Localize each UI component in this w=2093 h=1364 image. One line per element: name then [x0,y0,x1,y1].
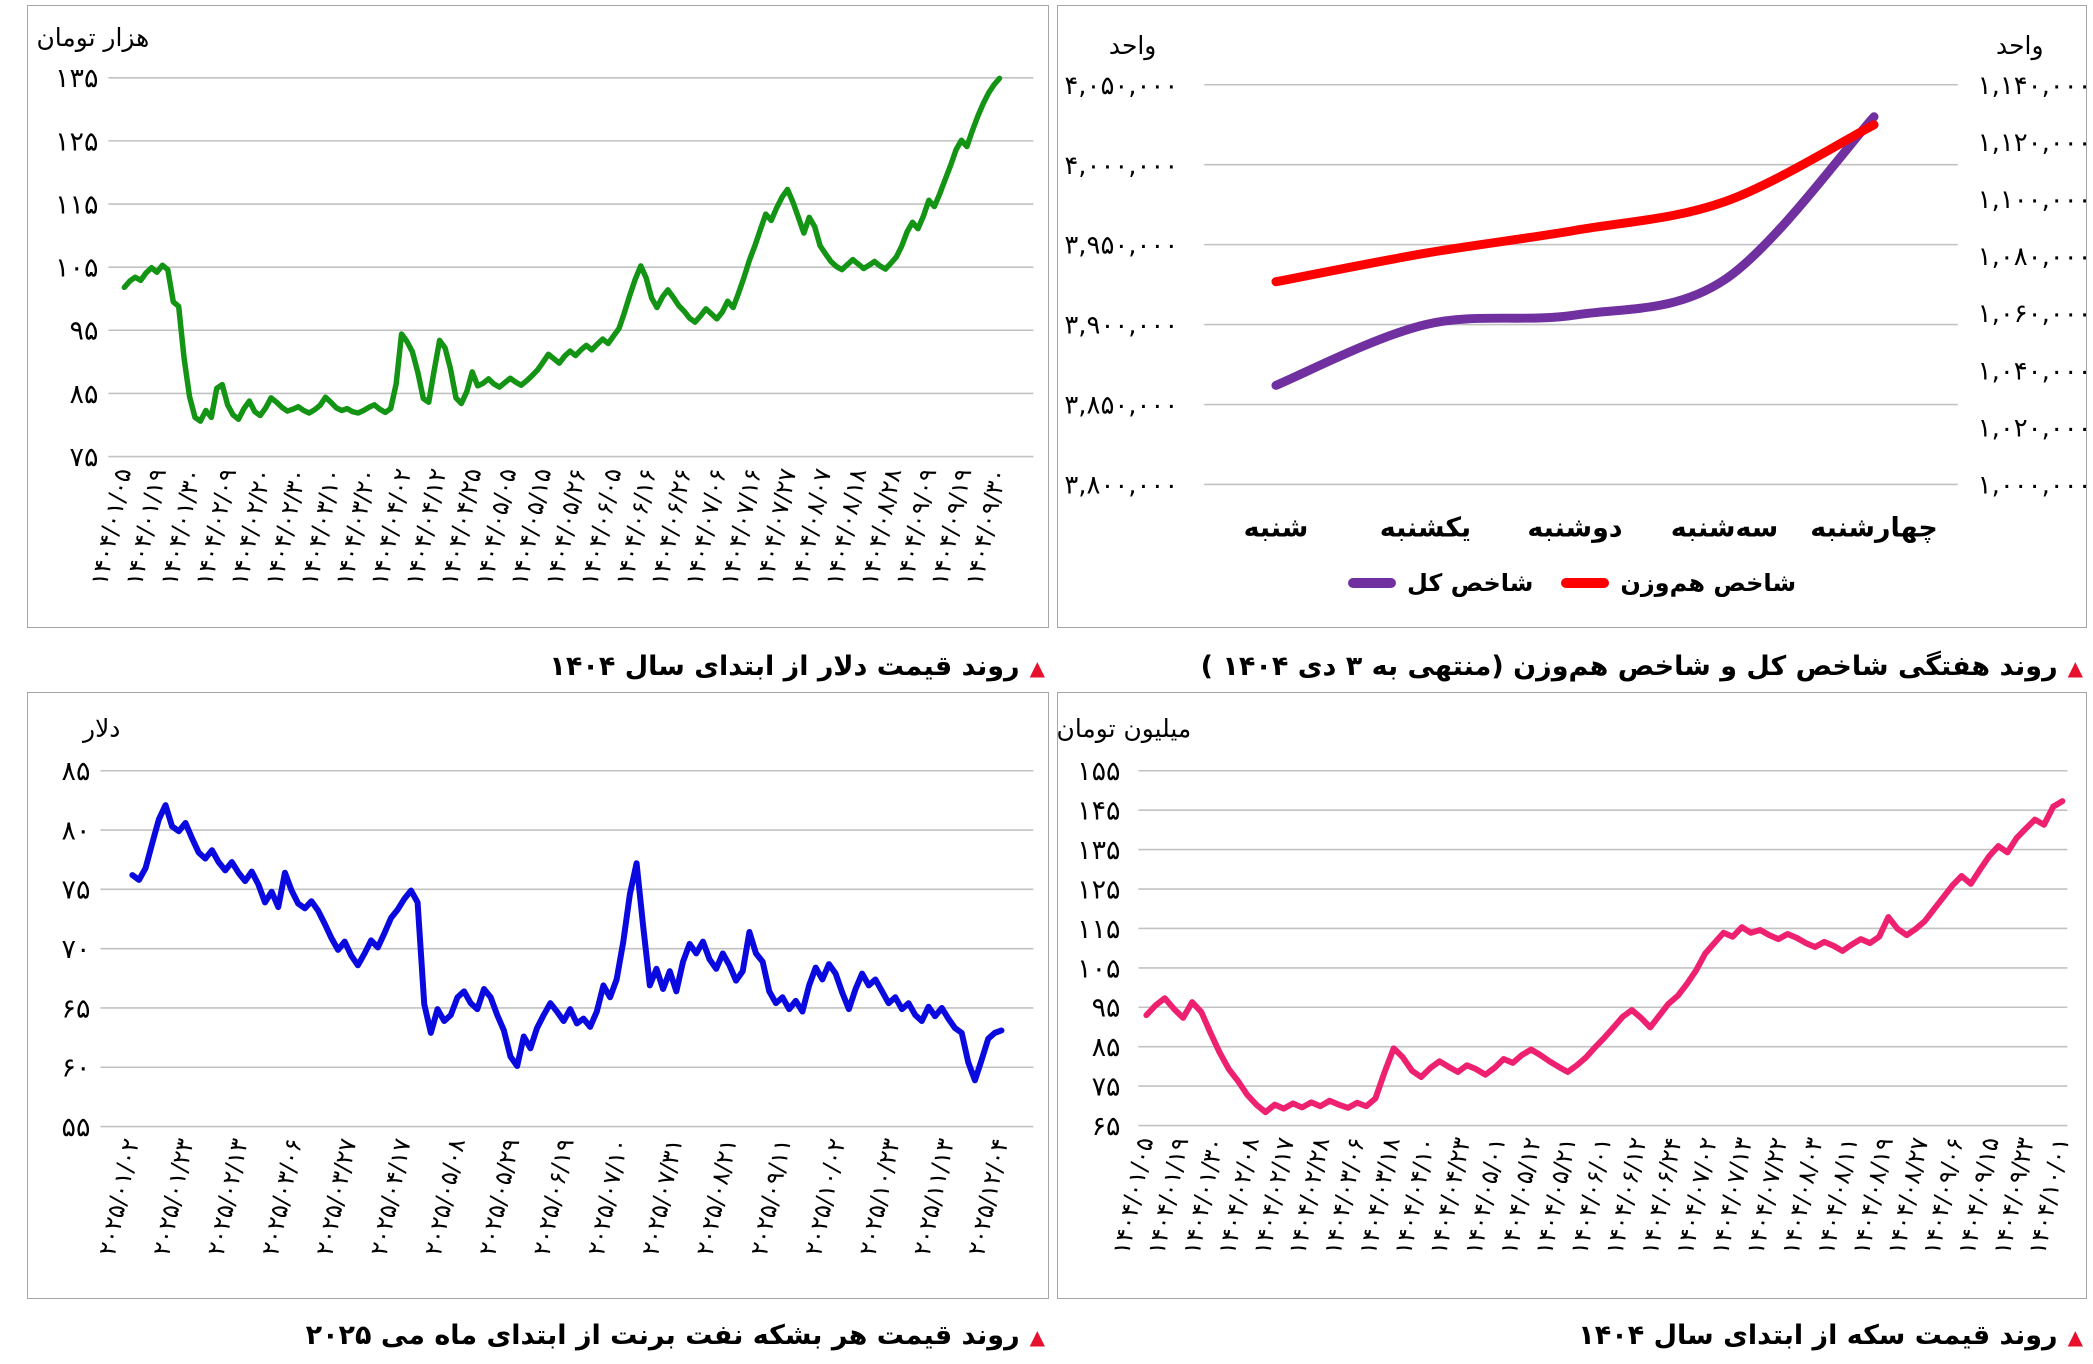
svg-text:واحد: واحد [1109,31,1156,60]
svg-text:۱۲۵: ۱۲۵ [55,126,98,157]
dollar-chart-panel: ۱۳۵ ۱۲۵ ۱۱۵ ۱۰۵ ۹۵ ۸۵ ۷۵ هزار تومان ۱۴۰۴/۰۱/۰۵ ۱۴… [27,5,1049,628]
svg-text:۱۴۵: ۱۴۵ [1077,796,1120,827]
svg-text:۲۰۲۵/۱۱/۱۳: ۲۰۲۵/۱۱/۱۳ [908,1136,960,1258]
svg-text:۹۵: ۹۵ [70,316,99,347]
caption-triangle-icon: ▲ [2067,1324,2083,1349]
svg-text:سه‌شنبه: سه‌شنبه [1671,512,1779,543]
svg-text:۷۵: ۷۵ [1092,1072,1121,1103]
svg-text:چهارشنبه: چهارشنبه [1810,512,1938,543]
svg-text:۲۰۲۵/۰۵/۰۸: ۲۰۲۵/۰۵/۰۸ [419,1136,471,1258]
svg-text:۳,۸۰۰,۰۰۰: ۳,۸۰۰,۰۰۰ [1064,471,1178,501]
svg-text:۲۰۲۵/۰۸/۲۱: ۲۰۲۵/۰۸/۲۱ [691,1136,743,1258]
svg-text:۱,۰۶۰,۰۰۰: ۱,۰۶۰,۰۰۰ [1978,299,2086,329]
svg-text:۷۵: ۷۵ [62,875,91,906]
svg-text:دوشنبه: دوشنبه [1527,512,1622,543]
coin-caption-text: روند قیمت سکه از ابتدای سال ۱۴۰۴ [1578,1320,2058,1352]
svg-text:۱۰۵: ۱۰۵ [1077,953,1120,984]
svg-text:۸۵: ۸۵ [62,756,91,787]
svg-text:۲۰۲۵/۰۷/۳۱: ۲۰۲۵/۰۷/۳۱ [636,1136,688,1258]
caption-triangle-icon: ▲ [1029,655,1045,680]
legend-swatch-red [1561,578,1610,588]
coin-chart-caption: ▲ روند قیمت سکه از ابتدای سال ۱۴۰۴ [1057,1299,2087,1359]
index-caption-text: روند هفتگی شاخص کل و شاخص هم‌وزن (منتهی … [1200,651,2058,683]
svg-text:هزار تومان: هزار تومان [36,23,149,52]
svg-text:۲۰۲۵/۰۷/۱۰: ۲۰۲۵/۰۷/۱۰ [582,1136,634,1258]
svg-text:۱۵۵: ۱۵۵ [1077,756,1120,787]
svg-text:۱۱۵: ۱۱۵ [55,189,98,220]
svg-text:۱,۱۰۰,۰۰۰: ۱,۱۰۰,۰۰۰ [1978,185,2086,215]
svg-text:۷۵: ۷۵ [70,442,99,473]
caption-triangle-icon: ▲ [1029,1324,1045,1349]
svg-text:۳,۹۵۰,۰۰۰: ۳,۹۵۰,۰۰۰ [1064,231,1178,261]
svg-text:۱۱۵: ۱۱۵ [1077,914,1120,945]
svg-text:۳,۸۵۰,۰۰۰: ۳,۸۵۰,۰۰۰ [1064,391,1178,421]
svg-text:۲۰۲۵/۱۰/۲۳: ۲۰۲۵/۱۰/۲۳ [854,1136,906,1258]
index-chart-caption: ▲ روند هفتگی شاخص کل و شاخص هم‌وزن (منته… [1057,628,2087,692]
caption-triangle-icon: ▲ [2067,655,2083,680]
brent-caption-text: روند قیمت هر بشکه نفت برنت از ابتدای ماه… [305,1320,1020,1352]
svg-text:۲۰۲۵/۰۳/۰۶: ۲۰۲۵/۰۳/۰۶ [256,1136,308,1258]
svg-text:واحد: واحد [1996,31,2043,60]
svg-text:۶۵: ۶۵ [1092,1111,1121,1142]
legend-item-kol: شاخص کل [1347,569,1534,597]
svg-text:۱,۰۸۰,۰۰۰: ۱,۰۸۰,۰۰۰ [1978,242,2086,272]
legend-swatch-purple [1347,578,1396,588]
svg-text:۸۵: ۸۵ [1092,1032,1121,1063]
svg-text:۲۰۲۵/۱۲/۰۴: ۲۰۲۵/۱۲/۰۴ [962,1136,1014,1258]
svg-text:۱,۰۴۰,۰۰۰: ۱,۰۴۰,۰۰۰ [1978,356,2086,386]
svg-text:دلار: دلار [81,714,120,743]
svg-text:۱۲۵: ۱۲۵ [1077,874,1120,905]
svg-text:۱,۱۲۰,۰۰۰: ۱,۱۲۰,۰۰۰ [1978,128,2086,158]
svg-text:۹۵: ۹۵ [1092,993,1121,1024]
index-line-chart: ۴,۰۵۰,۰۰۰ ۴,۰۰۰,۰۰۰ ۳,۹۵۰,۰۰۰ ۳,۹۰۰,۰۰۰ ۳,۸۵… [1064,31,2086,543]
svg-text:۲۰۲۵/۰۶/۱۹: ۲۰۲۵/۰۶/۱۹ [528,1136,580,1258]
svg-text:۲۰۲۵/۱۰/۰۲: ۲۰۲۵/۱۰/۰۲ [799,1136,851,1258]
svg-text:۶۰: ۶۰ [62,1053,91,1084]
legend-label-kol: شاخص کل [1406,569,1534,597]
svg-text:۴,۰۰۰,۰۰۰: ۴,۰۰۰,۰۰۰ [1064,151,1178,181]
brent-chart-caption: ▲ روند قیمت هر بشکه نفت برنت از ابتدای م… [27,1299,1049,1359]
svg-text:۲۰۲۵/۰۴/۱۷: ۲۰۲۵/۰۴/۱۷ [365,1136,417,1258]
svg-text:۱۳۵: ۱۳۵ [1077,835,1120,866]
index-chart-panel: ۴,۰۵۰,۰۰۰ ۴,۰۰۰,۰۰۰ ۳,۹۵۰,۰۰۰ ۳,۹۰۰,۰۰۰ ۳,۸۵… [1057,5,2087,628]
svg-text:۲۰۲۵/۰۵/۲۹: ۲۰۲۵/۰۵/۲۹ [473,1136,525,1258]
svg-text:۱,۰۲۰,۰۰۰: ۱,۰۲۰,۰۰۰ [1978,413,2086,443]
svg-text:۱,۱۴۰,۰۰۰: ۱,۱۴۰,۰۰۰ [1978,71,2086,101]
svg-text:میلیون تومان: میلیون تومان [1058,714,1191,743]
svg-text:۳,۹۰۰,۰۰۰: ۳,۹۰۰,۰۰۰ [1064,311,1178,341]
svg-text:۴,۰۵۰,۰۰۰: ۴,۰۵۰,۰۰۰ [1064,71,1178,101]
dollar-chart-caption: ▲ روند قیمت دلار از ابتدای سال ۱۴۰۴ [27,628,1049,692]
brent-chart-panel: ۸۵ ۸۰ ۷۵ ۷۰ ۶۵ ۶۰ ۵۵ دلار ۲۰۲۵/۰۱/۰۲ ۲۰۲۵/۰۱/۲۳ ۲۰… [27,692,1049,1299]
coin-chart-panel: ۱۵۵ ۱۴۵ ۱۳۵ ۱۲۵ ۱۱۵ ۱۰۵ ۹۵ ۸۵ ۷۵ ۶۵ میلیون تومان ۱۴… [1057,692,2087,1299]
svg-text:۲۰۲۵/۰۹/۱۱: ۲۰۲۵/۰۹/۱۱ [745,1136,797,1258]
dollar-caption-text: روند قیمت دلار از ابتدای سال ۱۴۰۴ [549,651,1020,683]
svg-text:۱۳۵: ۱۳۵ [55,63,98,94]
svg-text:۲۰۲۵/۰۱/۰۲: ۲۰۲۵/۰۱/۰۲ [93,1136,145,1258]
svg-text:۱,۰۰۰,۰۰۰: ۱,۰۰۰,۰۰۰ [1978,471,2086,501]
svg-text:۶۵: ۶۵ [62,993,91,1024]
svg-text:۷۰: ۷۰ [62,934,91,965]
svg-text:یکشنبه: یکشنبه [1380,512,1471,543]
svg-text:۱۰۵: ۱۰۵ [55,253,98,284]
index-chart-legend: شاخص هم‌وزن شاخص کل [1058,569,2086,597]
legend-label-hamvazn: شاخص هم‌وزن [1620,569,1797,597]
svg-text:۸۰: ۸۰ [62,815,91,846]
legend-item-hamvazn: شاخص هم‌وزن [1561,569,1796,597]
svg-text:۵۵: ۵۵ [62,1112,91,1143]
svg-text:شنبه: شنبه [1244,512,1309,543]
svg-text:۸۵: ۸۵ [70,379,99,410]
svg-text:۲۰۲۵/۰۱/۲۳: ۲۰۲۵/۰۱/۲۳ [147,1136,199,1258]
svg-text:۲۰۲۵/۰۳/۲۷: ۲۰۲۵/۰۳/۲۷ [310,1136,362,1258]
svg-text:۲۰۲۵/۰۲/۱۳: ۲۰۲۵/۰۲/۱۳ [202,1136,254,1258]
